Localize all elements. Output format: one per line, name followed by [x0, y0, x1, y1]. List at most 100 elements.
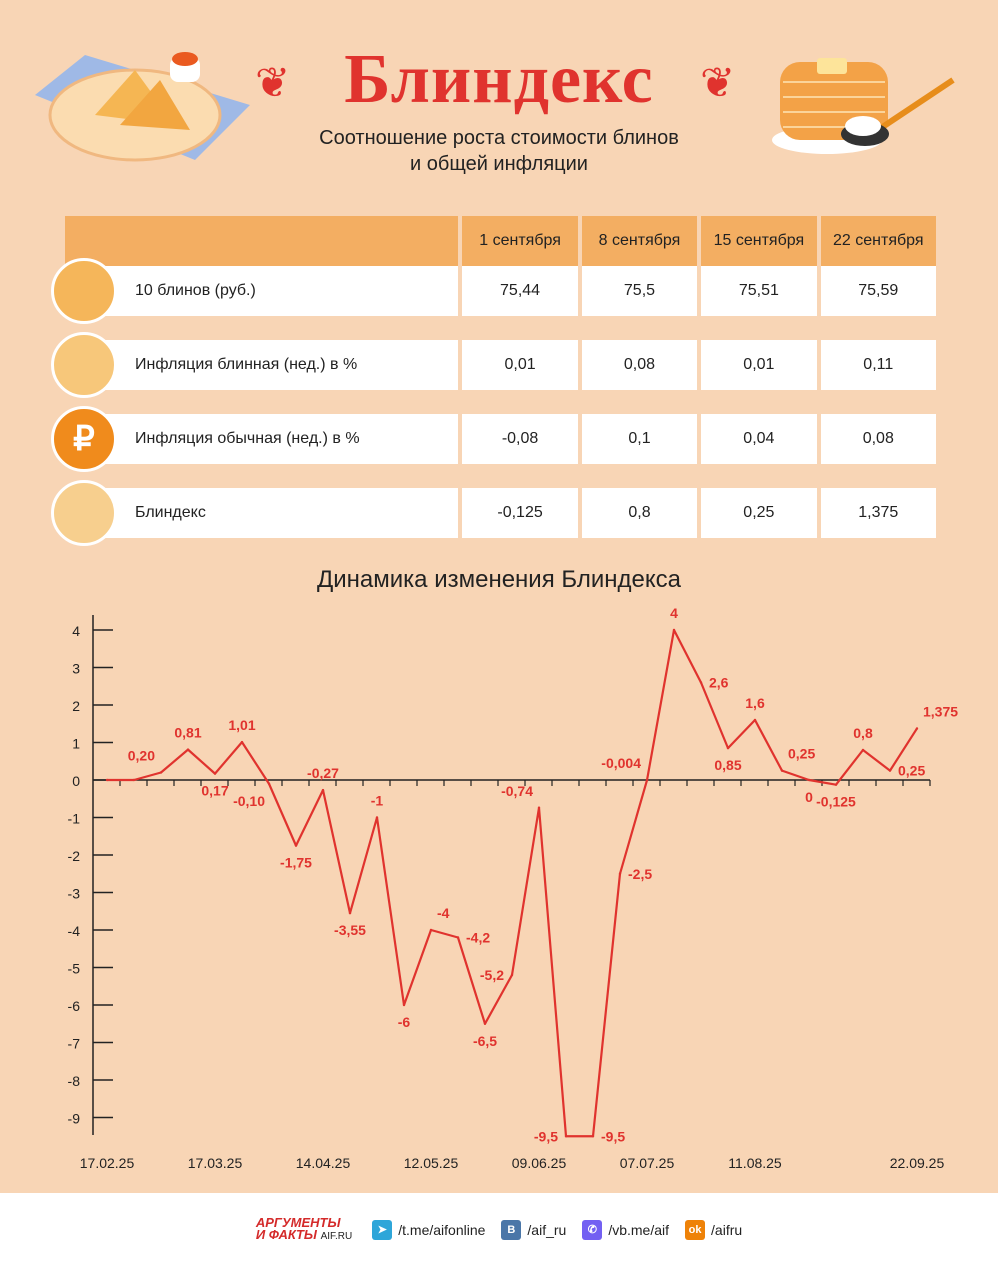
subtitle-line-2: и общей инфляции: [410, 153, 588, 175]
table-cell: 75,59: [820, 266, 936, 316]
data-label: 1,01: [228, 717, 255, 733]
header-empty-cell: [65, 216, 459, 266]
data-label: -9,5: [534, 1128, 558, 1144]
table-cell: 0,8: [581, 488, 698, 538]
data-label: 0: [805, 789, 813, 805]
y-tick-label: 2: [72, 698, 80, 714]
column-header: 22 сентября: [820, 216, 936, 266]
data-point: [672, 628, 676, 632]
pancake-stack-icon: [51, 258, 117, 324]
data-point: [591, 1135, 595, 1138]
subtitle-line-1: Соотношение роста стоимости блинов: [319, 127, 679, 149]
aif-logo[interactable]: АРГУМЕНТЫ И ФАКТЫ AIF.RU: [255, 1216, 353, 1243]
social-link-text: /t.me/aifonline: [398, 1221, 486, 1238]
table-cell: 0,25: [701, 488, 817, 538]
y-tick-label: -5: [68, 961, 81, 977]
x-tick-label: 07.07.25: [620, 1155, 675, 1171]
data-point: [888, 769, 892, 772]
data-point: [537, 806, 541, 809]
y-tick-label: 0: [72, 773, 80, 789]
data-point: [780, 769, 784, 772]
table-cell: 0,08: [581, 340, 698, 390]
data-point: [213, 772, 217, 775]
data-point: [402, 1003, 406, 1007]
ornament-right-icon: ❦: [700, 58, 736, 107]
data-point: [861, 748, 865, 752]
y-tick-label: -3: [68, 886, 81, 902]
social-link[interactable]: ok/aifru: [685, 1219, 743, 1240]
data-point: [807, 778, 811, 782]
x-tick-label: 17.03.25: [188, 1155, 243, 1171]
data-point: [564, 1135, 568, 1138]
data-label: 2,6: [709, 675, 729, 691]
y-tick-label: -7: [68, 1036, 81, 1052]
row-label-cell: Инфляция блинная (нед.) в %: [51, 332, 459, 398]
x-tick-label: 11.08.25: [728, 1155, 782, 1171]
social-link[interactable]: B/aif_ru: [501, 1219, 567, 1240]
data-point: [375, 816, 379, 819]
chart-title: Динамика изменения Блиндекса: [316, 566, 681, 593]
ornament-left-icon: ❦: [255, 58, 291, 107]
data-point: [753, 718, 757, 722]
data-label: 1,375: [923, 703, 958, 719]
y-tick-label: -8: [68, 1073, 81, 1089]
y-tick-label: 4: [72, 623, 80, 639]
data-point: [321, 788, 325, 792]
social-link-text: /aif_ru: [527, 1221, 567, 1238]
y-tick-label: -6: [68, 998, 81, 1014]
data-label: -0,125: [816, 794, 856, 810]
row-label-cell: 10 блинов (руб.): [51, 258, 459, 324]
social-link-text: /aifru: [711, 1221, 743, 1238]
social-link[interactable]: ✆ /vb.me/aif: [582, 1219, 670, 1240]
social-link[interactable]: ➤ /t.me/aifonline: [372, 1219, 486, 1240]
row-label: 10 блинов (руб.): [135, 282, 256, 299]
data-label: -1: [371, 793, 384, 809]
data-label: 0,8: [853, 725, 873, 741]
table-cell: 0,01: [701, 340, 817, 390]
data-label: -0,74: [501, 783, 533, 799]
table-cell: 0,1: [581, 414, 698, 464]
data-point: [132, 778, 136, 782]
x-tick-label: 09.06.25: [512, 1155, 567, 1171]
data-point: [267, 782, 271, 785]
table-header-row: 1 сентября 8 сентября 15 сентября 22 сен…: [65, 216, 936, 266]
row-label: Блиндекс: [135, 504, 206, 521]
data-label: 0,20: [128, 748, 155, 764]
footer: АРГУМЕНТЫ И ФАКТЫ AIF.RU ➤ /t.me/aifonlin…: [0, 1193, 998, 1266]
line-chart: 4 3 2 1 0 -1 -2 -3 -4 -5 -6 -7 -8 -9 17.02.25 17.03.25 1…: [68, 605, 959, 1171]
table-cell: 75,5: [581, 266, 698, 316]
data-point: [726, 746, 730, 750]
row-label-cell: ₽ Инфляция обычная (нед.) в %: [51, 406, 459, 472]
page-subtitle: Соотношение роста стоимости блинов и общ…: [0, 125, 998, 177]
data-point: [699, 681, 703, 684]
table-cell: -0,125: [462, 488, 578, 538]
data-point: [510, 973, 514, 977]
y-tick-label: 1: [72, 736, 80, 752]
data-label: -0,10: [233, 793, 265, 809]
data-point: [429, 928, 433, 932]
data-point: [456, 936, 460, 939]
table-cell: 1,375: [820, 488, 936, 538]
social-link-text: /vb.me/aif: [608, 1221, 670, 1238]
logo-line-2: И ФАКТЫ: [255, 1226, 317, 1242]
data-label: 1,6: [745, 695, 765, 711]
table-cell: 0,01: [462, 340, 578, 390]
data-label: -3,55: [334, 922, 366, 938]
data-point: [186, 748, 190, 751]
y-tick-label: -4: [68, 923, 81, 939]
table-cell: -0,08: [462, 414, 578, 464]
x-tick-label: 17.02.25: [80, 1155, 135, 1171]
data-point: [294, 844, 298, 847]
pancake-growth-icon: [51, 480, 117, 546]
y-tick-label: 3: [72, 661, 80, 677]
table-row: Блиндекс -0,125 0,8 0,25 1,375: [51, 480, 936, 546]
ruble-coin-icon: ₽: [51, 406, 117, 472]
vk-icon: B: [501, 1219, 522, 1240]
y-tick-label: -2: [68, 848, 81, 864]
column-header: 8 сентября: [581, 216, 698, 266]
x-tick-label: 22.09.25: [890, 1155, 945, 1171]
data-label: 0,25: [788, 746, 815, 762]
data-label: -0,004: [601, 755, 641, 771]
data-label: -2,5: [628, 866, 652, 882]
logo-site: AIF.RU: [320, 1230, 353, 1242]
